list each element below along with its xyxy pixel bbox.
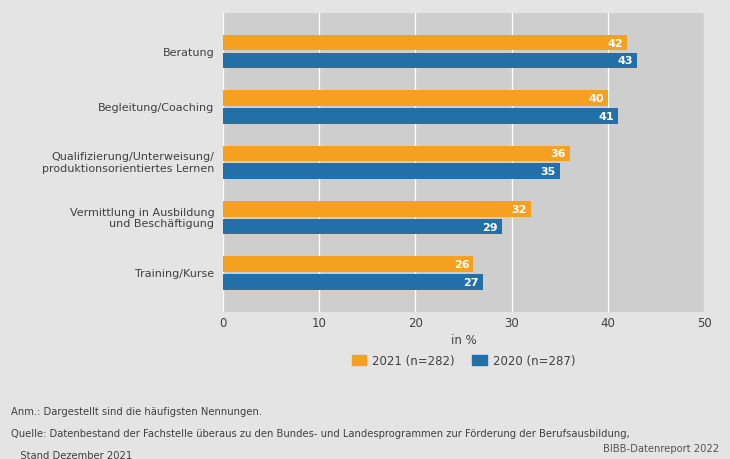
Text: 43: 43 [618,56,633,66]
Bar [223,219,502,235]
X-axis label: in %: in % [450,333,477,347]
Bar [223,54,637,69]
Bar [223,146,569,162]
Legend: 2021 (n=282), 2020 (n=287): 2021 (n=282), 2020 (n=287) [347,349,580,372]
Text: Stand Dezember 2021: Stand Dezember 2021 [11,450,132,459]
Bar [223,164,560,179]
Text: 41: 41 [599,112,614,122]
Text: 32: 32 [512,204,527,214]
Bar [223,202,531,217]
Text: 27: 27 [464,277,479,287]
Text: BIBB-Datenreport 2022: BIBB-Datenreport 2022 [603,443,719,453]
Text: Quelle: Datenbestand der Fachstelle überaus zu den Bundes- und Landesprogrammen : Quelle: Datenbestand der Fachstelle über… [11,428,630,438]
Text: Anm.: Dargestellt sind die häufigsten Nennungen.: Anm.: Dargestellt sind die häufigsten Ne… [11,406,262,416]
Text: 35: 35 [541,167,556,177]
Bar [223,109,618,124]
Text: 26: 26 [454,260,469,269]
Text: 29: 29 [483,222,499,232]
Text: 36: 36 [550,149,566,159]
Bar [223,91,608,106]
Bar [223,274,483,290]
Text: 42: 42 [608,39,623,49]
Bar [223,36,627,51]
Text: 40: 40 [588,94,604,104]
Bar [223,257,473,272]
